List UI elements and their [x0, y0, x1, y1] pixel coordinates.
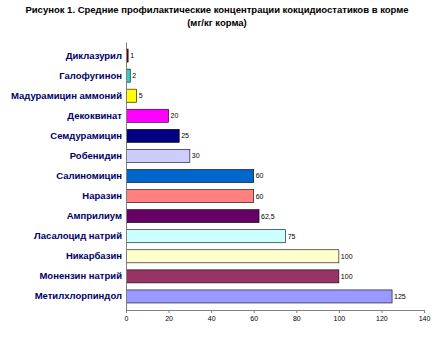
- y-tick-label: Семдурамицин: [50, 130, 122, 141]
- y-tick-label: Метилхлорпиндол: [35, 290, 122, 301]
- y-tick-label: Мадурамицин аммоний: [11, 90, 122, 101]
- y-tick: Робенидин: [70, 150, 126, 161]
- x-tick-mark: [211, 310, 212, 313]
- data-label: 60: [256, 193, 264, 200]
- y-tick: Никарбазин: [66, 250, 126, 261]
- y-axis-line: [126, 43, 127, 311]
- data-label: 62,5: [261, 213, 275, 220]
- y-tick: Галофугинон: [59, 70, 126, 81]
- y-tick: Диклазурил: [66, 50, 126, 61]
- x-tick-label: 40: [208, 315, 216, 322]
- x-tick-mark: [296, 310, 297, 313]
- x-tick-mark: [381, 310, 382, 313]
- y-tick: Наразин: [82, 190, 126, 201]
- x-tick-label: 60: [250, 315, 258, 322]
- x-tick: 100: [334, 310, 346, 322]
- data-label: 30: [192, 152, 200, 159]
- data-label: 20: [171, 112, 179, 119]
- y-tick: Метилхлорпиндол: [35, 290, 126, 301]
- y-tick: Декоквинат: [67, 110, 126, 121]
- x-tick: 120: [376, 310, 388, 322]
- data-label: 2: [132, 72, 136, 79]
- y-tick-label: Салиномицин: [56, 170, 122, 181]
- data-label: 100: [341, 253, 353, 260]
- x-tick-label: 20: [165, 315, 173, 322]
- y-tick-label: Монензин натрий: [39, 270, 122, 281]
- x-tick: 60: [250, 310, 258, 322]
- bar: [126, 169, 254, 182]
- y-tick-label: Наразин: [82, 190, 122, 201]
- x-tick-label: 140: [419, 315, 431, 322]
- title: Рисунок 1. Средние профилактические конц…: [25, 4, 408, 15]
- y-tick-label: Декоквинат: [67, 110, 122, 121]
- y-tick-label: Робенидин: [70, 150, 123, 161]
- x-tick-label: 100: [334, 315, 346, 322]
- x-tick-mark: [254, 310, 255, 313]
- data-label: 5: [139, 92, 143, 99]
- bar: [126, 250, 339, 263]
- y-axis: Диклазурил Галофугинон Мадурамицин аммоний…: [11, 43, 127, 311]
- bar: [126, 210, 259, 223]
- data-label: 60: [256, 172, 264, 179]
- data-label: 125: [394, 293, 406, 300]
- subtitle: (мг/кг корма): [187, 17, 247, 28]
- x-tick: 140: [419, 310, 431, 322]
- y-tick-label: Амприлиум: [67, 210, 122, 221]
- bar: [126, 190, 254, 203]
- bars: [126, 49, 392, 303]
- x-axis-line: [127, 311, 425, 314]
- bar: [126, 290, 392, 303]
- x-axis: 0 20 40 60 80 100 120 140: [125, 310, 431, 322]
- x-tick-label: 120: [376, 315, 388, 322]
- x-tick-mark: [169, 310, 170, 313]
- bar: [126, 89, 137, 102]
- x-tick: 0: [125, 310, 129, 322]
- y-tick: Мадурамицин аммоний: [11, 90, 126, 101]
- x-tick-label: 80: [293, 315, 301, 322]
- bar: [126, 270, 339, 283]
- y-tick: Семдурамицин: [50, 130, 126, 141]
- x-tick: 40: [208, 310, 216, 322]
- data-label: 25: [181, 132, 189, 139]
- x-tick-label: 0: [125, 315, 129, 322]
- y-tick-label: Никарбазин: [66, 250, 122, 261]
- y-tick-label: Галофугинон: [59, 70, 122, 81]
- y-tick: Амприлиум: [67, 210, 126, 221]
- x-tick-mark: [424, 310, 425, 313]
- data-label: 75: [288, 233, 296, 240]
- y-tick-label: Ласалоцид натрий: [34, 230, 122, 241]
- data-label: 1: [130, 52, 134, 59]
- bar: [126, 129, 179, 142]
- data-label: 100: [341, 273, 353, 280]
- y-tick: Ласалоцид натрий: [34, 230, 126, 241]
- bar: [126, 109, 169, 122]
- y-tick-label: Диклазурил: [66, 50, 122, 61]
- bar: [126, 230, 286, 243]
- y-tick: Салиномицин: [56, 170, 126, 181]
- x-tick: 80: [293, 310, 301, 322]
- bar: [126, 149, 190, 162]
- data-labels: 125202530606062,575100100125: [130, 52, 406, 300]
- y-tick: Монензин натрий: [39, 270, 126, 281]
- chart: Рисунок 1. Средние профилактические конц…: [0, 0, 434, 338]
- x-tick-mark: [339, 310, 340, 313]
- x-tick: 20: [165, 310, 173, 322]
